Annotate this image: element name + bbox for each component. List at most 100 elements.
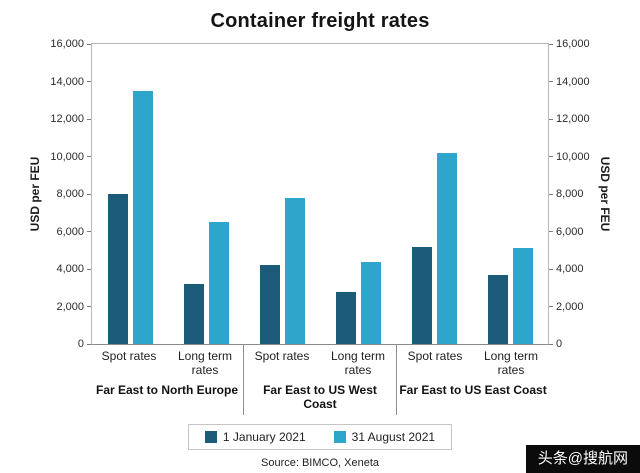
watermark: 头条@搜航网	[525, 445, 640, 473]
category-bars	[320, 44, 396, 344]
y-axis-title-left: USD per FEU	[27, 43, 43, 345]
y-tick: 14,000	[549, 76, 590, 88]
bar-series-1	[512, 248, 533, 344]
y-tick-label: 10,000	[50, 150, 84, 163]
category-labels: Spot rates Long term rates	[91, 345, 243, 378]
bar-series-0	[107, 194, 128, 344]
y-tick-label: 16,000	[556, 38, 590, 50]
bar-series-0	[487, 274, 508, 344]
y-tick: 4,000	[549, 263, 584, 275]
y-axis-title-left-text: USD per FEU	[28, 156, 42, 232]
y-tick-label: 10,000	[556, 150, 590, 163]
legend: 1 January 2021 31 August 2021	[187, 423, 453, 450]
y-tick-label: 6,000	[556, 225, 584, 238]
x-group: Spot rates Long term rates Far East to US …	[243, 345, 396, 415]
y-tick-mark	[549, 343, 553, 345]
y-tick-mark	[549, 156, 553, 157]
y-tick: 0	[549, 338, 562, 350]
y-tick-label: 14,000	[556, 75, 590, 88]
y-tick-mark	[87, 81, 91, 82]
y-tick: 12,000	[50, 113, 91, 125]
group-label: Far East to North Europe	[95, 382, 238, 397]
y-tick: 12,000	[549, 113, 590, 125]
y-tick-mark	[87, 306, 91, 307]
y-tick-label: 16,000	[50, 38, 84, 50]
y-tick-mark	[549, 306, 553, 307]
category-labels: Spot rates Long term rates	[244, 345, 396, 378]
y-tick-label: 14,000	[50, 75, 84, 88]
y-tick-mark	[87, 156, 91, 157]
y-axis-title-right: USD per FEU	[597, 43, 613, 345]
y-tick-mark	[87, 193, 91, 195]
y-tick-label: 4,000	[556, 263, 584, 275]
group-label: Far East to US West Coast	[263, 382, 377, 411]
bar-series-0	[259, 265, 280, 344]
y-tick-label: 12,000	[556, 113, 590, 125]
category-label: Spot rates	[101, 349, 157, 363]
legend-item: 31 August 2021	[333, 429, 436, 444]
y-tick: 10,000	[549, 151, 590, 163]
bar-series-1	[208, 222, 229, 344]
y-tick-mark	[87, 231, 91, 232]
y-axis-ticks-right: 0 2,000 4,000 6,000 8,000 10,000 12,000 14,000 1…	[549, 38, 597, 350]
y-tick-mark	[549, 193, 553, 195]
category-bars	[244, 44, 320, 344]
x-group: Spot rates Long term rates Far East to US …	[396, 345, 549, 415]
y-tick: 6,000	[56, 226, 91, 238]
y-tick-label: 2,000	[56, 300, 84, 313]
y-tick-label: 0	[77, 338, 84, 350]
y-tick-mark	[549, 118, 553, 120]
y-tick: 4,000	[56, 263, 91, 275]
legend-item: 1 January 2021	[204, 429, 306, 444]
plot-group	[244, 44, 396, 344]
category-label: Spot rates	[254, 349, 310, 363]
y-tick-label: 0	[556, 338, 563, 350]
y-tick: 2,000	[549, 301, 584, 313]
group-label: Far East to US East Coast	[399, 382, 547, 397]
y-tick: 8,000	[549, 188, 584, 200]
bar-series-1	[360, 261, 381, 344]
bar-series-1	[436, 152, 457, 344]
category-label: Long term rates	[483, 349, 539, 377]
category-bars	[396, 44, 472, 344]
y-tick: 14,000	[50, 76, 91, 88]
y-tick-label: 8,000	[56, 188, 84, 200]
source-note: Source: BIMCO, Xeneta	[261, 456, 379, 469]
y-tick-mark	[549, 268, 553, 270]
y-tick-mark	[549, 81, 553, 82]
plot-area	[91, 43, 549, 345]
y-tick-label: 8,000	[556, 188, 584, 200]
y-tick-label: 6,000	[56, 225, 84, 238]
plot-group	[92, 44, 244, 344]
y-axis-title-right-text: USD per FEU	[598, 156, 612, 232]
y-tick: 6,000	[549, 226, 584, 238]
y-tick-label: 2,000	[556, 300, 584, 313]
category-bars	[472, 44, 548, 344]
bar-chart: USD per FEU 0 2,000 4,000 6,000 8,000 10,000 1…	[0, 38, 640, 415]
legend-swatch	[204, 430, 217, 443]
legend-label: 1 January 2021	[222, 429, 306, 444]
category-label: Long term rates	[330, 349, 386, 377]
legend-label: 31 August 2021	[351, 429, 436, 444]
y-tick: 10,000	[50, 151, 91, 163]
category-bars	[92, 44, 168, 344]
bar-series-0	[183, 284, 204, 344]
y-tick-mark	[87, 43, 91, 45]
x-axis-labels: Spot rates Long term rates Far East to Nor…	[91, 345, 549, 415]
y-axis-ticks-left: 0 2,000 4,000 6,000 8,000 10,000 12,000 14,000 1…	[43, 38, 91, 350]
y-tick-label: 4,000	[56, 263, 84, 275]
y-tick-mark	[87, 268, 91, 270]
y-tick-mark	[549, 43, 553, 45]
bar-series-1	[132, 90, 153, 344]
plot-group	[396, 44, 548, 344]
y-tick-label: 12,000	[50, 113, 84, 125]
bar-series-1	[284, 197, 305, 344]
bar-series-0	[335, 291, 356, 344]
y-tick: 2,000	[56, 301, 91, 313]
category-bars	[168, 44, 244, 344]
category-label: Long term rates	[177, 349, 233, 377]
y-tick: 16,000	[549, 38, 590, 50]
y-tick-mark	[87, 343, 91, 345]
x-group: Spot rates Long term rates Far East to Nor…	[91, 345, 243, 415]
